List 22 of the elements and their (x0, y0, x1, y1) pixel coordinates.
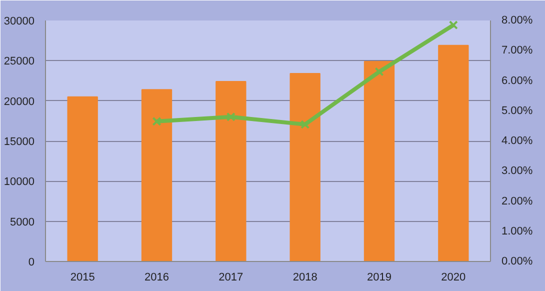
y-tick-label: 5000 (10, 216, 35, 228)
x-tick-label: 2017 (218, 272, 244, 284)
y-tick-label: 30000 (4, 16, 35, 28)
y-tick-label: 10000 (4, 176, 35, 188)
x-tick-label: 2018 (292, 272, 318, 284)
y2-tick-label: 1.00% (502, 225, 533, 238)
x-tick-label: 2016 (144, 272, 169, 284)
y2-tick-label: 6.00% (502, 74, 533, 87)
y2-tick-label: 0.00% (502, 256, 533, 268)
y-tick-label: 20000 (4, 96, 35, 108)
y2-tick-label: 4.00% (502, 135, 533, 147)
y2-tick-label: 7.00% (502, 44, 533, 57)
y-tick-label: 15000 (4, 136, 35, 148)
y2-tick-label: 8.00% (502, 14, 533, 26)
y-tick-label: 25000 (4, 56, 35, 68)
y2-tick-label: 5.00% (502, 104, 533, 117)
y2-tick-label: 2.00% (502, 195, 533, 208)
y-tick-label: 0 (28, 256, 35, 268)
x-tick-label: 2020 (441, 272, 466, 284)
y2-tick-label: 3.00% (502, 165, 533, 178)
x-tick-label: 2019 (367, 272, 392, 284)
x-tick-label: 2015 (70, 272, 95, 284)
